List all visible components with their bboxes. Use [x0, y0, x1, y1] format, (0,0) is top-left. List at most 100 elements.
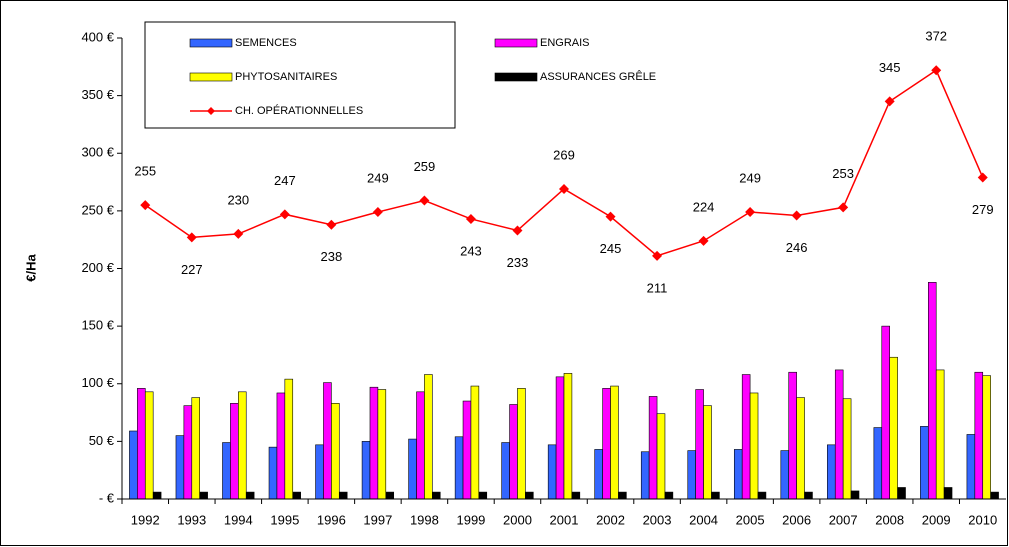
bar [525, 491, 534, 500]
bar [555, 376, 565, 500]
bar [804, 491, 813, 500]
bar [424, 374, 433, 500]
bar [470, 385, 480, 500]
bar [897, 487, 906, 500]
bar [757, 491, 767, 500]
data-label: 238 [321, 249, 343, 264]
bar [928, 282, 937, 500]
bar [873, 427, 883, 500]
marker [838, 202, 849, 213]
bar [462, 400, 472, 500]
bar [292, 491, 301, 500]
data-label: 269 [553, 147, 575, 162]
bar [571, 491, 581, 500]
bar [610, 385, 619, 500]
bar [238, 391, 247, 500]
y-tick-label: 50 € [89, 433, 115, 448]
y-tick-label: 300 € [81, 145, 114, 160]
bar [369, 386, 379, 500]
bar [432, 491, 441, 500]
legend-swatch [494, 38, 538, 48]
bar [284, 378, 294, 500]
bar [780, 450, 790, 500]
bar [276, 392, 286, 500]
bar [703, 405, 712, 500]
y-tick-label: 250 € [81, 202, 114, 217]
x-tick-label: 2003 [643, 512, 672, 527]
bar [687, 450, 696, 500]
legend-label: ENGRAIS [540, 37, 590, 49]
bar [695, 389, 704, 500]
bar [834, 369, 844, 500]
x-tick-label: 1996 [317, 512, 346, 527]
bar [749, 392, 759, 500]
data-label: 345 [879, 60, 901, 75]
x-tick-label: 2008 [875, 512, 904, 527]
bar [594, 449, 603, 500]
bar [602, 388, 611, 500]
x-tick-label: 2001 [550, 512, 579, 527]
bar [990, 491, 999, 500]
x-tick-label: 1995 [270, 512, 299, 527]
legend-label: PHYTOSANITAIRES [235, 71, 337, 83]
bar [648, 396, 658, 500]
bar [361, 441, 371, 500]
bar [889, 356, 898, 500]
data-label: 233 [507, 255, 529, 270]
data-label: 259 [414, 159, 436, 174]
data-label: 279 [972, 202, 994, 217]
bar [245, 491, 255, 500]
marker [465, 213, 476, 224]
x-tick-label: 1994 [224, 512, 253, 527]
x-tick-label: 2006 [782, 512, 811, 527]
x-tick-label: 2010 [968, 512, 997, 527]
legend-swatch [189, 72, 233, 82]
bar [478, 491, 488, 500]
bar [881, 325, 890, 500]
bar [152, 491, 162, 500]
marker [233, 228, 244, 239]
x-tick-label: 2009 [922, 512, 951, 527]
data-label: 230 [227, 192, 249, 207]
bar [547, 444, 557, 500]
bar [966, 434, 976, 500]
bar [408, 438, 417, 500]
x-tick-label: 2002 [596, 512, 625, 527]
bar [175, 435, 185, 500]
bar [733, 449, 743, 500]
bar [268, 446, 278, 500]
marker [931, 65, 942, 76]
x-tick-label: 2005 [736, 512, 765, 527]
legend-label: ASSURANCES GRÊLE [540, 70, 656, 83]
marker [698, 235, 709, 246]
y-tick-label: - € [99, 490, 115, 505]
data-label: 243 [460, 243, 482, 258]
data-label: 249 [367, 170, 389, 185]
x-tick-label: 1999 [456, 512, 485, 527]
legend-marker [207, 107, 215, 115]
marker [140, 200, 151, 211]
data-label: 372 [925, 29, 947, 44]
bar [331, 403, 340, 500]
bar [454, 436, 464, 500]
marker [977, 172, 988, 183]
bar [842, 398, 852, 500]
marker [186, 232, 197, 243]
bar [501, 442, 510, 500]
x-tick-label: 2000 [503, 512, 532, 527]
bar [640, 451, 650, 500]
bar [711, 491, 720, 500]
y-axis-label: €/Ha [23, 254, 38, 282]
y-tick-label: 150 € [81, 318, 114, 333]
data-label: 249 [739, 170, 761, 185]
data-label: 255 [134, 164, 156, 179]
marker [605, 211, 616, 222]
bar [144, 391, 154, 500]
x-tick-label: 2007 [829, 512, 858, 527]
bar [416, 391, 425, 500]
bar [850, 490, 860, 500]
bar [377, 389, 387, 500]
bar [982, 375, 991, 500]
legend-swatch [189, 38, 233, 48]
data-label: 224 [693, 199, 715, 214]
